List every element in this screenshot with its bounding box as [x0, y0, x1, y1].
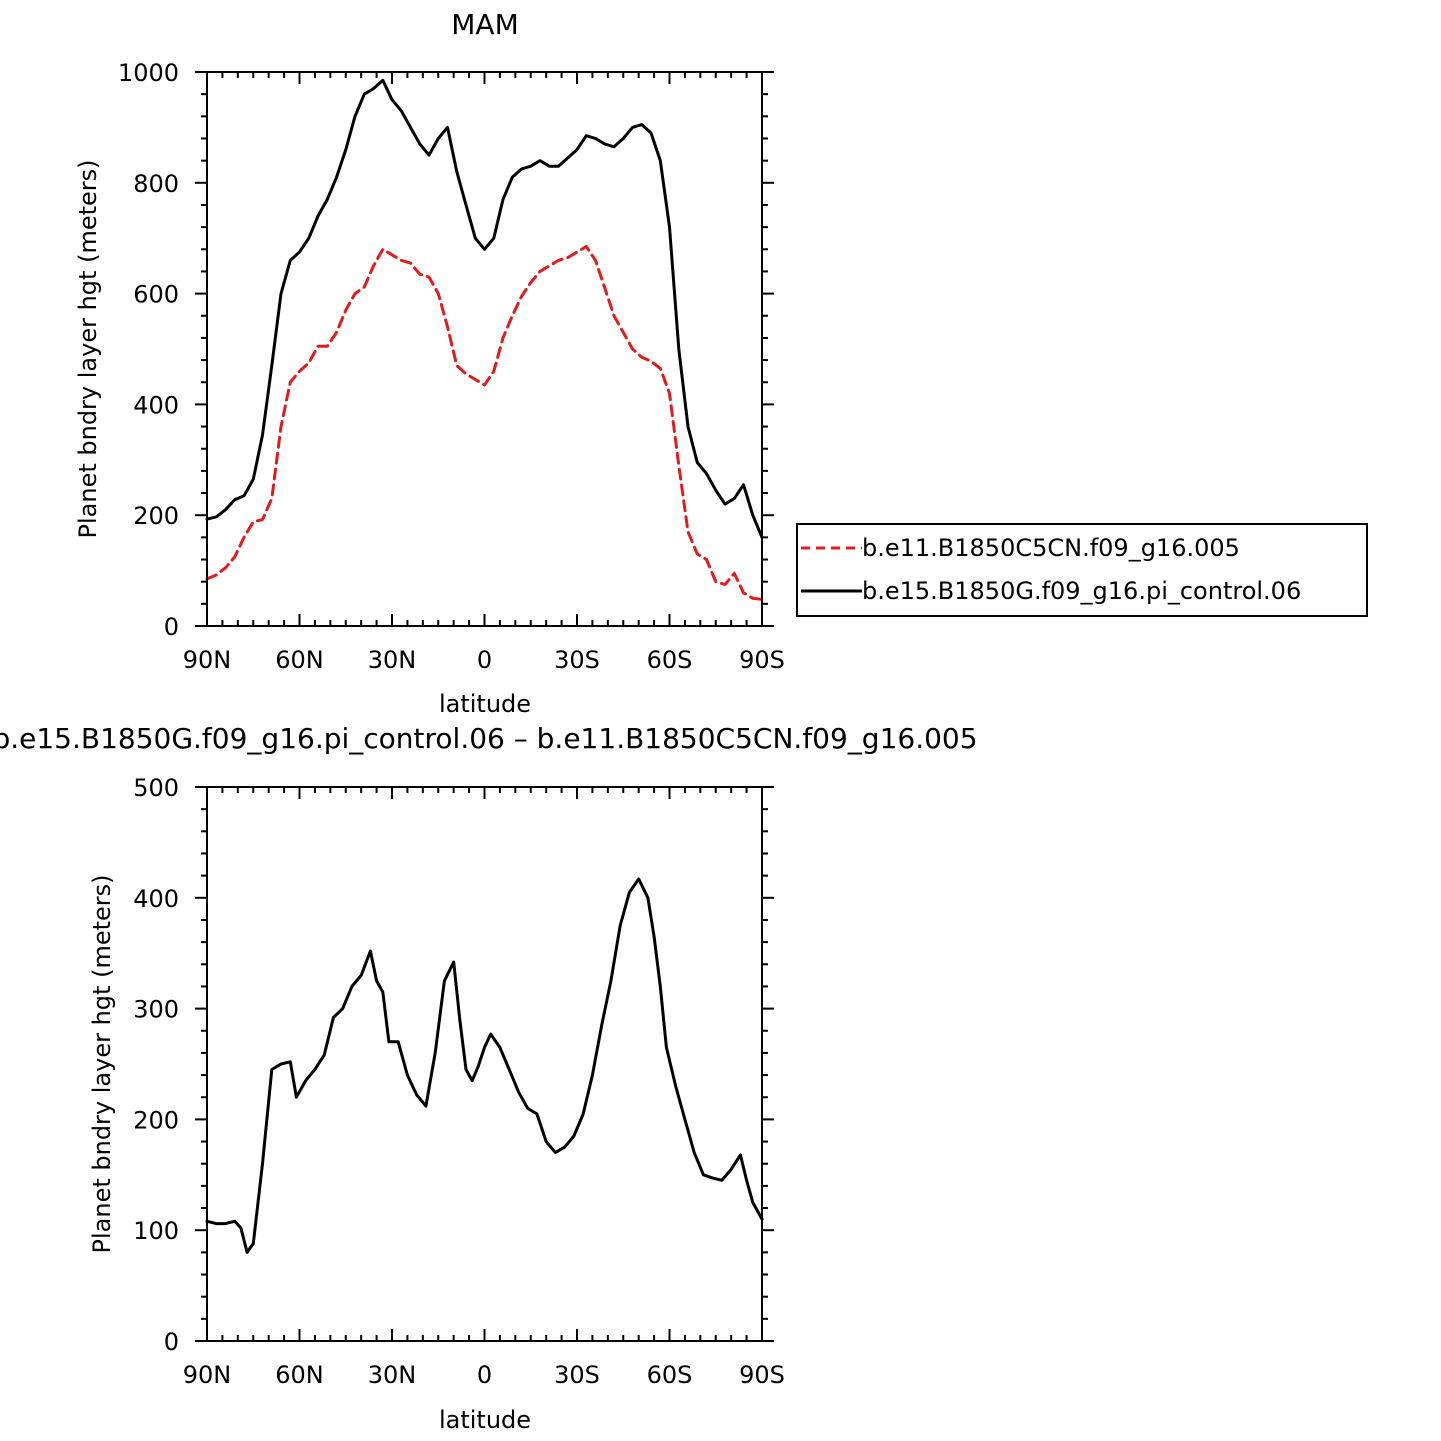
series-line-1	[205, 877, 764, 1254]
series-line-2	[205, 78, 764, 539]
x-tick-label: 60N	[275, 1361, 324, 1389]
y-tick-label: 500	[133, 774, 179, 802]
x-tick-label: 90N	[183, 1361, 232, 1389]
x-tick-label: 30S	[554, 646, 600, 674]
legend-label-series-1: b.e11.B1850C5CN.f09_g16.005	[862, 534, 1240, 562]
top-chart-x-axis-title: latitude	[439, 690, 531, 718]
bottom-chart-y-axis-title: Planet bndry layer hgt (meters)	[88, 875, 116, 1254]
x-tick-label: 30N	[368, 646, 417, 674]
bottom-chart: b.e15.B1850G.f09_g16.pi_control.06 – b.e…	[0, 722, 978, 1434]
y-tick-label: 1000	[118, 59, 179, 87]
top-chart-title: MAM	[451, 8, 518, 41]
x-tick-label: 90S	[739, 1361, 785, 1389]
y-tick-label: 400	[133, 391, 179, 419]
top-chart-series-layer	[205, 78, 764, 601]
legend-label-series-2: b.e15.B1850G.f09_g16.pi_control.06	[862, 577, 1301, 605]
x-tick-label: 60S	[647, 1361, 693, 1389]
series-line-1	[205, 245, 764, 601]
x-tick-label: 30S	[554, 1361, 600, 1389]
legend-frame	[796, 523, 1368, 617]
x-tick-label: 90S	[739, 646, 785, 674]
x-tick-label: 90N	[183, 646, 232, 674]
top-chart: MAM 90N 60N 30N 0 30S 60S 90S 0 200 400 600 800 1000…	[74, 8, 785, 718]
y-tick-label: 800	[133, 170, 179, 198]
x-tick-label: 60S	[647, 646, 693, 674]
top-chart-axes: 90N 60N 30N 0 30S 60S 90S 0 200 400 600 800 1000	[118, 59, 785, 674]
x-tick-label: 0	[477, 1361, 492, 1389]
y-tick-label: 600	[133, 281, 179, 309]
top-chart-legend: b.e11.B1850C5CN.f09_g16.005 b.e15.B1850G…	[796, 523, 1368, 617]
y-tick-label: 100	[133, 1217, 179, 1245]
y-tick-label: 0	[164, 613, 179, 641]
bottom-chart-series-layer	[205, 877, 764, 1254]
y-tick-label: 0	[164, 1328, 179, 1356]
bottom-chart-axes: 90N 60N 30N 0 30S 60S 90S 0 100 200 300 400 500	[133, 774, 785, 1389]
y-tick-label: 200	[133, 502, 179, 530]
x-tick-label: 0	[477, 646, 492, 674]
x-tick-label: 30N	[368, 1361, 417, 1389]
y-tick-label: 400	[133, 885, 179, 913]
y-tick-label: 200	[133, 1106, 179, 1134]
top-chart-y-axis-title: Planet bndry layer hgt (meters)	[74, 160, 102, 539]
bottom-chart-x-axis-title: latitude	[439, 1406, 531, 1434]
bottom-chart-title: b.e15.B1850G.f09_g16.pi_control.06 – b.e…	[0, 722, 978, 755]
x-tick-label: 60N	[275, 646, 324, 674]
y-tick-label: 300	[133, 996, 179, 1024]
